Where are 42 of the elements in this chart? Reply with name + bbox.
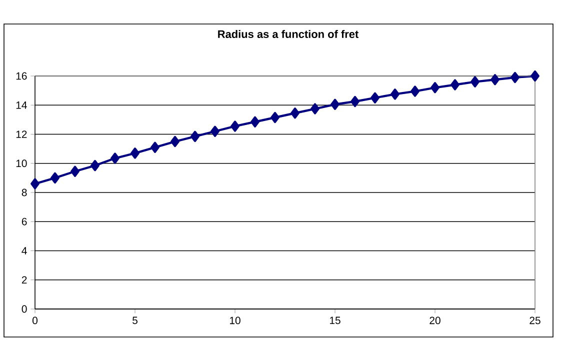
point xyxy=(410,86,420,97)
chart-title: Radius as a function of fret xyxy=(218,30,358,38)
point xyxy=(450,79,460,90)
x-tick-label: 20 xyxy=(430,316,440,324)
y-tick-label: 16 xyxy=(16,72,27,80)
x-tick-label: 15 xyxy=(330,316,340,324)
point xyxy=(490,74,500,86)
point xyxy=(430,82,440,94)
point xyxy=(170,136,180,148)
y-tick-label: 10 xyxy=(16,160,27,168)
point xyxy=(30,178,40,190)
x-tick-label: 0 xyxy=(32,316,38,324)
point xyxy=(90,160,100,172)
point xyxy=(530,70,540,82)
point xyxy=(310,103,320,114)
point xyxy=(250,116,260,128)
point xyxy=(370,92,380,104)
y-tick-label: 6 xyxy=(22,218,27,226)
y-tick-label: 4 xyxy=(22,247,27,254)
y-tick-label: 2 xyxy=(22,276,27,284)
point xyxy=(50,172,60,184)
point xyxy=(470,76,480,88)
y-tick-label: 0 xyxy=(22,305,27,313)
point xyxy=(290,108,300,119)
point xyxy=(350,96,360,108)
point xyxy=(270,112,280,124)
point xyxy=(110,152,120,164)
point xyxy=(230,120,240,132)
point xyxy=(190,130,200,142)
point xyxy=(510,72,520,84)
point xyxy=(150,142,160,153)
point xyxy=(70,166,80,177)
point xyxy=(210,126,220,137)
x-tick-label: 5 xyxy=(132,316,138,324)
y-tick-label: 14 xyxy=(16,102,27,109)
y-tick-label: 12 xyxy=(16,130,27,138)
point xyxy=(130,148,140,159)
point xyxy=(390,88,400,100)
point xyxy=(330,98,340,110)
x-tick-label: 25 xyxy=(530,316,540,324)
x-tick-label: 10 xyxy=(230,316,240,324)
y-tick-label: 8 xyxy=(22,188,27,196)
